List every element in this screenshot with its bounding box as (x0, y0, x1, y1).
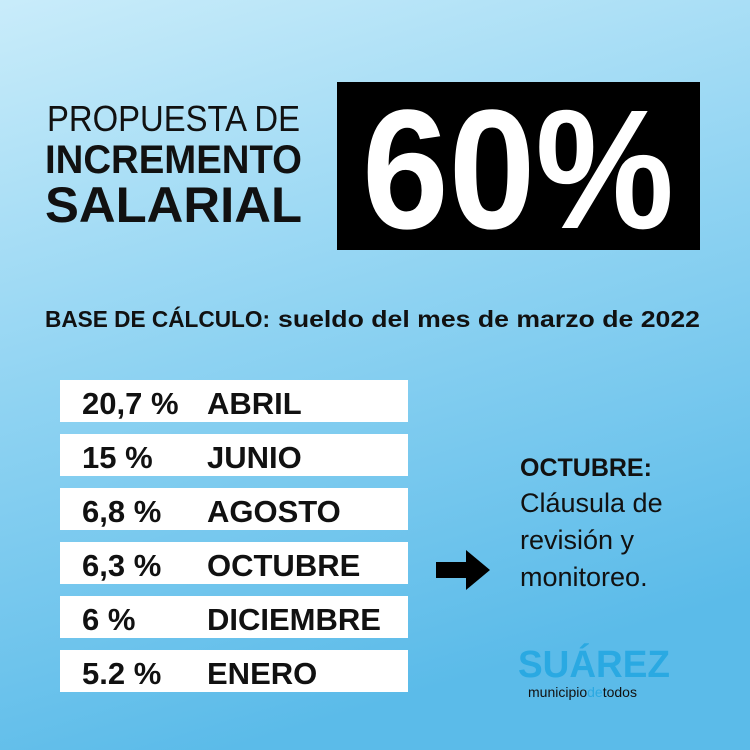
table-row (60, 596, 408, 638)
note: Cláusula de revisión y monitoreo. (520, 488, 663, 592)
logo-tagline: municipiodetodos (528, 684, 637, 700)
row-percent: 6,8 % (82, 494, 161, 529)
row-month: JUNIO (207, 440, 302, 475)
base-text: sueldo del mes de marzo de 2022 (278, 306, 700, 332)
table-row (60, 542, 408, 584)
header-line: INCREMENTO (45, 138, 302, 182)
header-line: SALARIAL (45, 177, 302, 233)
logo-tagline-part: de (587, 684, 603, 700)
row-percent: 6 % (82, 602, 135, 637)
row-month: DICIEMBRE (207, 602, 381, 637)
logo-name: SUÁREZ (518, 642, 670, 686)
table: 20,7 % ABRIL 15 % JUNIO 6,8 % AGOSTO 6,3 % OCTU… (60, 380, 408, 692)
table-row (60, 434, 408, 476)
row-month: ENERO (207, 656, 317, 691)
table-row (60, 488, 408, 530)
base-label: BASE DE CÁLCULO: (45, 305, 270, 332)
table-row (60, 650, 408, 692)
row-percent: 6,3 % (82, 548, 161, 583)
note-line: revisión y (520, 525, 635, 555)
header-line: PROPUESTA DE (47, 98, 300, 139)
row-percent: 20,7 % (82, 386, 179, 421)
note-line: Cláusula de (520, 488, 663, 518)
arrow (436, 550, 490, 590)
table-row (60, 380, 408, 422)
row-percent: 15 % (82, 440, 153, 475)
highlight-value: 60% (362, 75, 674, 265)
row-month: OCTUBRE (207, 548, 360, 583)
row-month: ABRIL (207, 386, 302, 421)
note-line: monitoreo. (520, 562, 648, 592)
note-title: OCTUBRE: (520, 454, 652, 482)
logo-tagline-part: municipio (528, 684, 587, 700)
row-month: AGOSTO (207, 494, 341, 529)
row-percent: 5.2 % (82, 656, 161, 691)
logo-tagline-part: todos (603, 684, 637, 700)
highlight-box (337, 82, 700, 250)
